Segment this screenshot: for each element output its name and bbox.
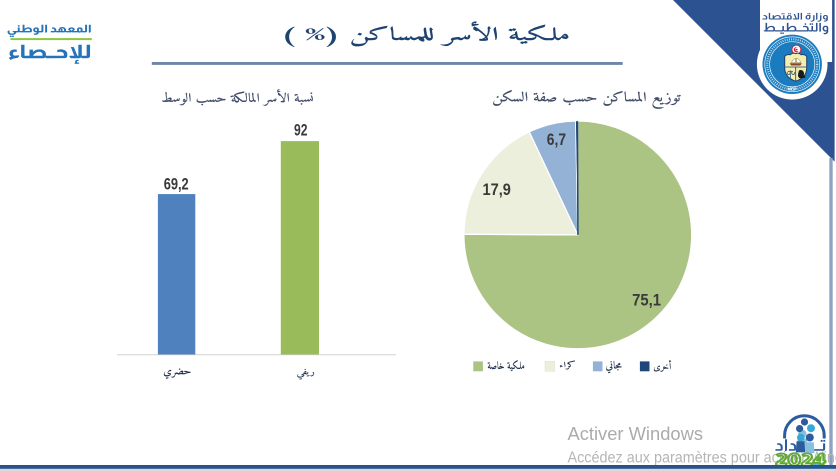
- svg-text:Activer Windows: Activer Windows: [568, 423, 704, 444]
- svg-text:Accédez aux paramètres pour ac: Accédez aux paramètres pour activer Wind…: [568, 449, 836, 466]
- svg-text:69,2: 69,2: [164, 175, 189, 193]
- svg-text:6,7: 6,7: [547, 131, 566, 149]
- svg-text:92: 92: [294, 122, 308, 140]
- svg-text:75,1: 75,1: [632, 292, 661, 310]
- svg-text:MEP: MEP: [788, 87, 797, 92]
- svg-text:17,9: 17,9: [483, 181, 511, 199]
